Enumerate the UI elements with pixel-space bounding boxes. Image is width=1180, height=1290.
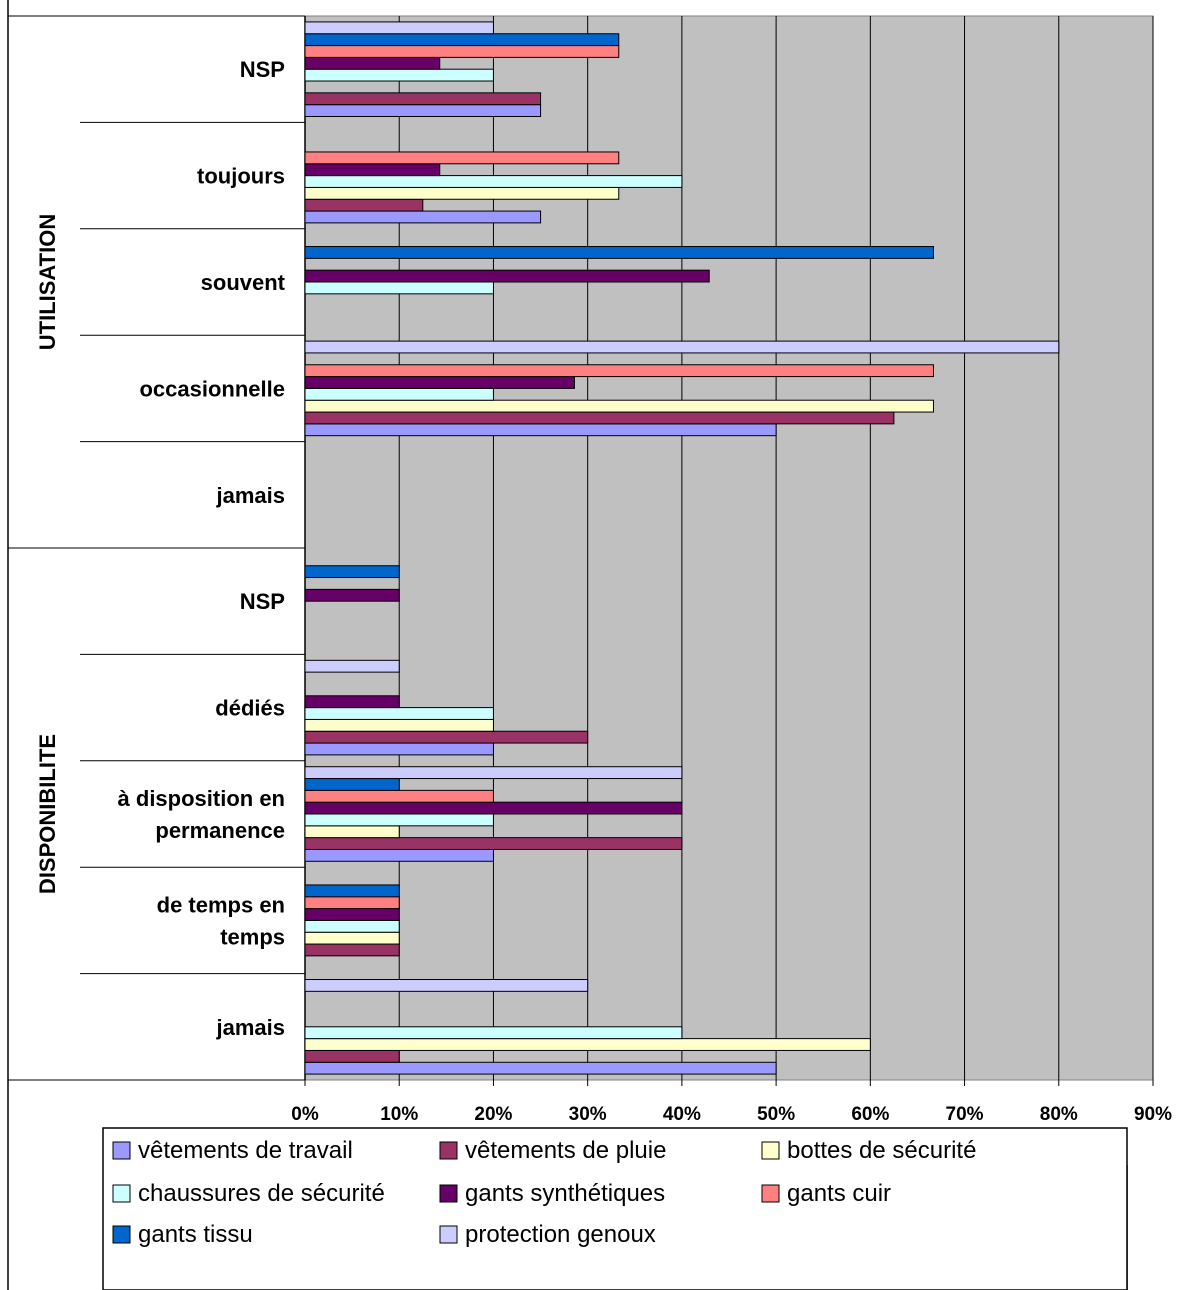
category-label: jamais: [216, 483, 286, 508]
bar: [304, 1049, 400, 1063]
bar: [304, 423, 777, 437]
bar: [304, 163, 441, 177]
bar: [304, 1038, 871, 1051]
category-label: occasionnelle: [139, 376, 285, 401]
bar: [304, 175, 683, 188]
legend-entry: vêtements de travail: [138, 1137, 353, 1164]
x-tick-label: 60%: [851, 1104, 889, 1125]
chart-legend: vêtements de travail vêtements de pluie bo…: [102, 1127, 1128, 1290]
legend-swatch: [112, 1141, 131, 1160]
legend-swatch: [439, 1184, 458, 1203]
bar: [304, 151, 620, 165]
bar: [304, 778, 400, 791]
bar: [304, 269, 710, 283]
bar: [304, 56, 441, 70]
bar: [304, 943, 400, 957]
bar: [304, 707, 494, 720]
bar: [304, 33, 620, 47]
bar: [304, 1026, 683, 1040]
category-label: temps: [220, 924, 285, 949]
bar: [304, 718, 494, 732]
bar: [304, 813, 494, 827]
category-label: dédiés: [215, 696, 285, 721]
bar: [304, 364, 934, 378]
legend-swatch: [112, 1225, 131, 1244]
x-tick-label: 10%: [380, 1104, 418, 1125]
category-label: souvent: [201, 270, 286, 295]
group-label: UTILISATION: [35, 214, 60, 350]
legend-swatch: [439, 1141, 458, 1160]
category-label: de temps en: [157, 892, 285, 917]
bar: [304, 186, 620, 200]
x-tick-label: 0%: [291, 1104, 319, 1125]
bar: [304, 21, 494, 35]
bar: [304, 837, 683, 850]
bar: [304, 246, 934, 259]
legend-swatch: [112, 1184, 131, 1203]
bar: [304, 766, 683, 780]
x-tick-label: 20%: [474, 1104, 512, 1125]
legend-entry: vêtements de pluie: [465, 1137, 666, 1164]
bar: [304, 919, 400, 933]
category-label: à disposition en: [118, 786, 285, 811]
bar: [304, 896, 400, 910]
legend-box: [102, 1127, 1128, 1290]
bar: [304, 695, 400, 709]
bar: [304, 399, 934, 413]
bar: [304, 411, 895, 425]
bar: [304, 281, 494, 295]
legend-entry: gants tissu: [138, 1221, 253, 1248]
bar: [304, 565, 400, 579]
x-tick-label: 70%: [946, 1104, 984, 1125]
bar: [304, 848, 494, 862]
legend-swatch: [761, 1141, 780, 1160]
bar: [304, 884, 400, 898]
x-tick-label: 50%: [757, 1104, 795, 1125]
bar: [304, 825, 400, 839]
category-label: NSP: [240, 57, 285, 82]
x-tick-label: 40%: [663, 1104, 701, 1125]
category-label: jamais: [216, 1015, 286, 1040]
group-label: DISPONIBILITE: [35, 734, 60, 894]
bar: [304, 104, 542, 117]
bar: [304, 659, 400, 673]
legend-entry: gants synthétiques: [465, 1180, 665, 1207]
bar: [304, 908, 400, 921]
x-tick-label: 90%: [1134, 1104, 1172, 1125]
bar: [304, 730, 589, 744]
bar: [304, 376, 575, 389]
x-tick-label: 80%: [1040, 1104, 1078, 1125]
chart-labels: 0% 10% 20% 30% 40% 50% 60% 70% 80% 90% NSP toujours…: [35, 57, 1172, 1125]
bar: [304, 789, 494, 803]
bar: [304, 742, 494, 756]
legend-swatch: [439, 1225, 458, 1244]
legend-swatch: [761, 1184, 780, 1203]
bar: [304, 340, 1060, 354]
bar: [304, 68, 494, 82]
bar: [304, 45, 620, 58]
category-label: toujours: [197, 164, 285, 189]
bar: [304, 801, 683, 815]
bar: [304, 387, 494, 401]
bar: [304, 931, 400, 945]
category-label: NSP: [240, 589, 285, 614]
bar: [304, 210, 542, 224]
legend-entry: chaussures de sécurité: [138, 1180, 385, 1207]
bar: [304, 198, 424, 212]
category-label: permanence: [155, 818, 285, 843]
bar: [304, 92, 542, 106]
x-tick-label: 30%: [569, 1104, 607, 1125]
bar: [304, 588, 400, 602]
legend-entry: protection genoux: [465, 1221, 656, 1248]
legend-entry: bottes de sécurité: [787, 1137, 976, 1164]
bar: [304, 1061, 777, 1075]
bar: [304, 979, 589, 992]
chart-bars: [304, 21, 1060, 1075]
legend-entry: gants cuir: [787, 1180, 891, 1207]
